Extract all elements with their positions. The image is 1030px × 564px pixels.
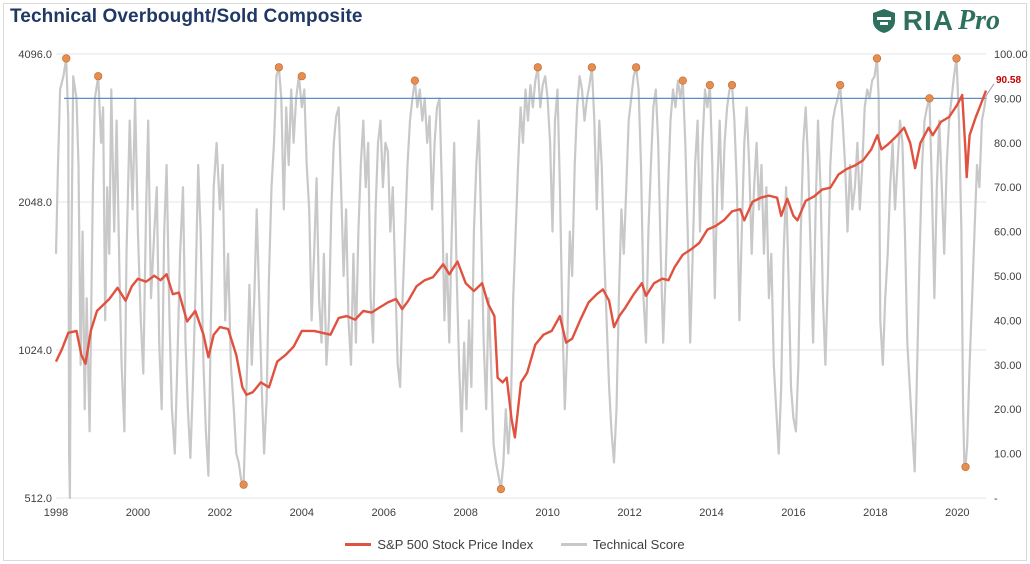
- right-axis: - 10.00 20.00 30.00 40.00 50.00 60.00 70.00 80.0…: [994, 49, 1028, 505]
- right-tick-label: 100.00: [994, 49, 1028, 61]
- technical-score-line: [54, 57, 988, 500]
- shield-logo-icon: [872, 9, 895, 33]
- legend-label-sp500: S&P 500 Stock Price Index: [377, 537, 534, 552]
- extreme-marker: [727, 80, 737, 90]
- extreme-marker: [297, 72, 306, 81]
- legend-item-technical: Technical Score: [560, 537, 685, 552]
- x-tick-label: 2010: [535, 507, 559, 519]
- last-value-leader: [985, 83, 995, 97]
- x-tick-label: 2006: [372, 507, 396, 519]
- x-tick-label: 2002: [208, 507, 232, 519]
- legend: S&P 500 Stock Price Index Technical Scor…: [0, 534, 1030, 552]
- x-tick-label: 2020: [945, 507, 969, 519]
- extreme-marker: [678, 76, 687, 85]
- x-axis: 1998 2000 2002 2004 2006 2008 2010 2012 2014 2016…: [44, 507, 970, 519]
- right-tick-label: 90.00: [994, 93, 1022, 105]
- right-tick-label: 70.00: [994, 182, 1022, 194]
- right-tick-label: -: [994, 493, 998, 505]
- logo-pro-text: Pro: [958, 5, 1000, 36]
- legend-swatch-technical: [560, 543, 587, 546]
- left-tick-label: 4096.0: [18, 49, 52, 61]
- technical-score-series: [54, 57, 988, 500]
- x-tick-label: 2016: [781, 507, 805, 519]
- extreme-marker: [952, 54, 961, 63]
- x-tick-label: 2012: [617, 507, 641, 519]
- extreme-marker: [239, 480, 248, 489]
- extreme-marker: [274, 63, 283, 72]
- legend-label-technical: Technical Score: [592, 537, 685, 552]
- last-value-label: 90.58: [996, 75, 1021, 86]
- extreme-marker: [533, 63, 542, 72]
- right-tick-label: 20.00: [994, 404, 1022, 416]
- left-tick-label: 1024.0: [18, 345, 52, 357]
- x-tick-label: 1998: [44, 507, 68, 519]
- chart-frame: [3, 3, 1027, 561]
- left-axis: 512.0 1024.0 2048.0 4096.0: [18, 49, 52, 505]
- left-tick-label: 512.0: [24, 493, 52, 505]
- legend-item-sp500: S&P 500 Stock Price Index: [345, 537, 533, 552]
- extreme-marker: [587, 63, 596, 72]
- right-tick-label: 50.00: [994, 271, 1022, 283]
- right-tick-label: 80.00: [994, 138, 1022, 150]
- x-tick-label: 2014: [699, 507, 723, 519]
- logo-text: RIA: [902, 5, 954, 36]
- sp500-series: [54, 90, 988, 439]
- right-tick-label: 30.00: [994, 360, 1022, 372]
- ria-pro-logo: RIA Pro: [871, 4, 1000, 38]
- extreme-marker: [496, 485, 506, 494]
- extreme-marker: [961, 462, 970, 472]
- extreme-marker: [705, 80, 714, 90]
- legend-swatch-sp500: [345, 543, 372, 546]
- extreme-marker: [632, 63, 641, 72]
- x-tick-label: 2008: [453, 507, 477, 519]
- chart-title: Technical Overbought/Sold Composite: [10, 6, 363, 27]
- extreme-markers: [62, 54, 970, 494]
- extreme-marker: [836, 80, 845, 90]
- extreme-marker: [410, 76, 419, 85]
- right-tick-label: 40.00: [994, 315, 1022, 327]
- x-tick-label: 2018: [863, 507, 887, 519]
- right-tick-label: 60.00: [994, 227, 1022, 239]
- extreme-marker: [62, 54, 71, 63]
- right-tick-label: 10.00: [994, 449, 1022, 461]
- extreme-marker: [925, 94, 934, 103]
- extreme-marker: [872, 54, 882, 63]
- x-tick-label: 2004: [290, 507, 314, 519]
- last-value-group: 90.58: [985, 75, 1021, 97]
- extreme-marker: [94, 72, 103, 81]
- sp500-line: [54, 90, 988, 439]
- left-tick-label: 2048.0: [18, 197, 52, 209]
- x-tick-label: 2000: [126, 507, 150, 519]
